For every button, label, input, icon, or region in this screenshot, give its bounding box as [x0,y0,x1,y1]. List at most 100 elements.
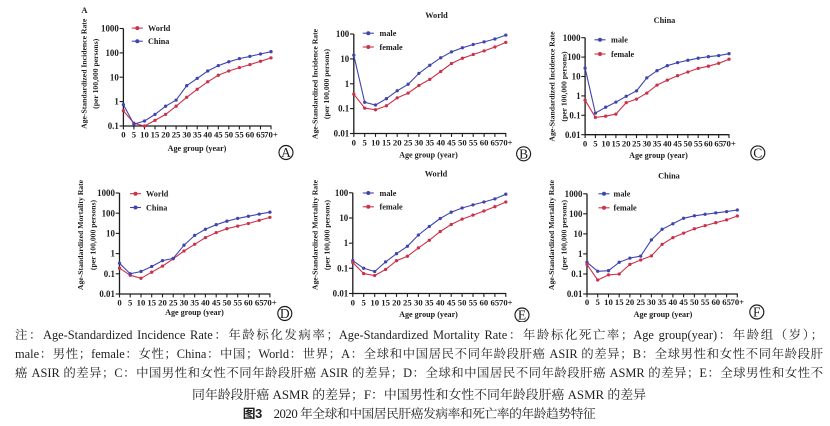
svg-text:Age-Standardized Mortality Ra: Age-Standardized Mortality Rate [547,179,556,290]
svg-text:World: World [148,24,171,33]
svg-text:60: 60 [711,297,720,307]
svg-text:55: 55 [233,298,242,308]
svg-text:E: E [518,308,526,322]
svg-text:45: 45 [447,297,456,307]
svg-text:Age group (year): Age group (year) [168,144,227,153]
svg-text:0: 0 [585,297,590,307]
svg-text:female: female [614,204,638,213]
svg-text:female: female [380,43,404,52]
svg-text:(per 100,000 persons): (per 100,000 persons) [91,38,100,109]
svg-text:0: 0 [352,137,357,147]
svg-text:65: 65 [256,130,265,140]
svg-text:0.01: 0.01 [99,289,115,299]
svg-text:A: A [81,5,88,15]
svg-text:30: 30 [414,297,423,307]
svg-text:65: 65 [491,297,500,307]
svg-text:65: 65 [491,137,500,147]
svg-text:100: 100 [105,48,119,58]
svg-text:10: 10 [339,213,348,223]
svg-text:Age-Standardized Incidence Ra: Age-Standardized Incidence Rate [311,28,320,139]
svg-text:female: female [380,203,404,212]
svg-text:10: 10 [137,298,146,308]
svg-text:20: 20 [161,130,170,140]
svg-text:65: 65 [255,298,264,308]
svg-text:100: 100 [335,188,349,198]
svg-text:25: 25 [632,138,641,148]
svg-text:(per 100,000 persons): (per 100,000 persons) [559,51,568,122]
svg-text:50: 50 [690,297,699,307]
svg-text:70+: 70+ [499,137,513,147]
svg-text:10: 10 [140,130,149,140]
svg-text:20: 20 [626,297,635,307]
svg-text:15: 15 [615,297,624,307]
svg-text:male: male [380,29,397,38]
svg-text:10: 10 [601,138,610,148]
svg-text:5: 5 [363,137,368,147]
svg-text:Age-Standardized Mortality Ra: Age-Standardized Mortality Rate [76,179,85,290]
svg-text:55: 55 [235,130,244,140]
svg-text:50: 50 [458,297,467,307]
svg-text:55: 55 [701,297,710,307]
svg-text:20: 20 [158,298,167,308]
svg-text:C: C [753,146,762,161]
svg-text:0.1: 0.1 [104,269,115,279]
svg-text:10: 10 [574,229,583,239]
svg-text:50: 50 [684,138,693,148]
svg-text:5: 5 [593,138,598,148]
svg-text:male: male [614,190,631,199]
svg-text:60: 60 [480,137,489,147]
svg-text:Age-Standardized Incidence Ra: Age-Standardized Incidence Rate [79,18,88,129]
svg-text:55: 55 [694,138,703,148]
svg-text:55: 55 [469,297,478,307]
svg-text:5: 5 [596,297,601,307]
svg-text:10: 10 [340,54,349,64]
svg-text:1: 1 [110,249,114,259]
svg-text:70+: 70+ [730,297,744,307]
svg-text:60: 60 [704,138,713,148]
svg-text:1: 1 [578,249,582,259]
svg-text:(per 100,000 persons): (per 100,000 persons) [323,200,332,271]
svg-text:China: China [146,203,167,212]
svg-text:5: 5 [132,130,137,140]
svg-text:10: 10 [110,72,119,82]
svg-text:100: 100 [336,29,350,39]
svg-text:1000: 1000 [101,24,119,34]
svg-text:China: China [148,37,169,46]
svg-text:40: 40 [203,130,212,140]
svg-text:10: 10 [106,229,115,239]
svg-text:20: 20 [622,138,631,148]
svg-text:(per 100,000 persons): (per 100,000 persons) [560,200,569,271]
svg-text:World: World [425,170,448,179]
svg-text:male: male [611,36,628,45]
svg-text:65: 65 [714,138,723,148]
svg-text:30: 30 [647,297,656,307]
svg-text:female: female [611,50,635,59]
svg-text:60: 60 [480,297,489,307]
svg-text:45: 45 [673,138,682,148]
svg-text:1: 1 [576,91,580,101]
svg-text:15: 15 [612,138,621,148]
svg-text:0: 0 [117,298,122,308]
svg-text:60: 60 [244,298,253,308]
svg-text:1000: 1000 [565,189,583,199]
svg-text:1: 1 [344,238,348,248]
svg-text:A: A [281,145,291,160]
svg-text:40: 40 [669,297,678,307]
svg-text:35: 35 [425,137,434,147]
svg-text:0.1: 0.1 [571,269,582,279]
svg-text:30: 30 [642,138,651,148]
svg-text:70+: 70+ [263,298,277,308]
svg-text:35: 35 [653,138,662,148]
svg-text:35: 35 [193,130,202,140]
svg-text:Age group (year): Age group (year) [399,310,458,319]
svg-text:0.1: 0.1 [338,104,349,114]
svg-text:45: 45 [447,137,456,147]
svg-text:10: 10 [604,297,613,307]
svg-text:male: male [380,189,397,198]
svg-text:B: B [519,146,528,161]
svg-text:15: 15 [381,297,390,307]
svg-text:15: 15 [147,298,156,308]
svg-text:100: 100 [102,208,116,218]
svg-text:Age-Standardized Mortality Ra: Age-Standardized Mortality Rate [311,179,320,290]
svg-text:45: 45 [212,298,221,308]
